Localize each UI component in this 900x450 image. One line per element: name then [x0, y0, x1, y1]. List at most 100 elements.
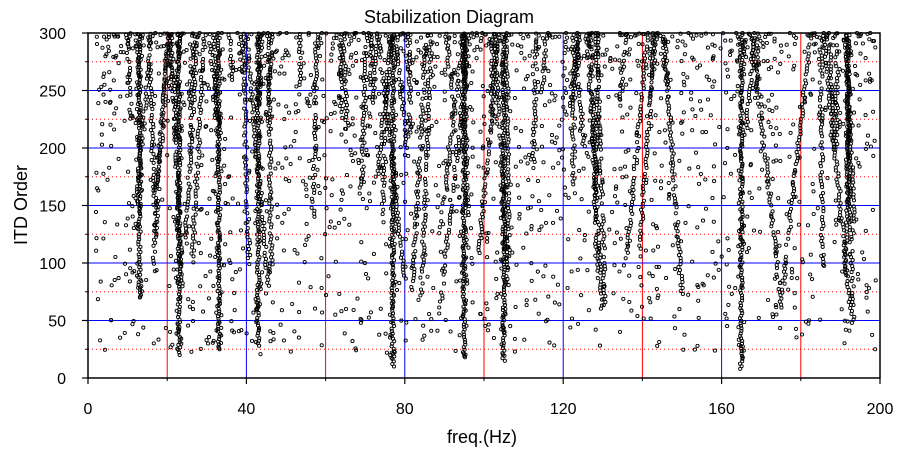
pole-marker	[257, 275, 262, 280]
pole-marker	[739, 222, 745, 227]
pole-marker	[738, 235, 743, 240]
pole-marker	[217, 233, 222, 238]
pole-marker	[500, 151, 506, 156]
pole-marker	[137, 254, 142, 260]
pole-marker	[389, 286, 394, 291]
pole-marker	[506, 283, 511, 288]
pole-marker	[740, 139, 745, 144]
pole-marker	[138, 201, 143, 206]
pole-marker	[502, 303, 508, 308]
pole-marker	[740, 83, 745, 88]
pole-marker	[739, 351, 744, 356]
pole-marker	[390, 189, 395, 194]
pole-marker	[502, 238, 507, 243]
pole-marker	[393, 128, 398, 133]
pole-marker	[178, 163, 183, 168]
pole-marker	[501, 340, 506, 346]
pole-marker	[137, 133, 142, 138]
pole-marker	[463, 342, 468, 347]
pole-marker	[217, 257, 222, 262]
pole-marker	[389, 326, 394, 331]
pole-marker	[738, 154, 743, 159]
pole-marker	[216, 316, 221, 321]
pole-marker	[390, 331, 395, 336]
pole-marker	[739, 349, 744, 354]
pole-marker	[461, 304, 466, 309]
pole-marker	[392, 258, 397, 263]
pole-marker	[502, 128, 507, 133]
pole-marker	[497, 133, 502, 138]
pole-marker	[501, 153, 506, 158]
pole-marker	[255, 237, 260, 242]
pole-marker	[218, 332, 223, 337]
pole-marker	[389, 126, 395, 131]
pole-marker	[496, 103, 501, 108]
pole-marker	[257, 138, 262, 143]
pole-marker	[138, 229, 143, 234]
pole-marker	[500, 232, 505, 237]
pole-marker	[739, 328, 744, 333]
pole-marker	[215, 240, 220, 246]
pole-marker	[389, 240, 395, 245]
pole-marker	[215, 289, 220, 294]
pole-marker	[501, 42, 506, 47]
pole-marker	[501, 338, 506, 343]
pole-marker	[255, 55, 260, 60]
pole-marker	[178, 140, 183, 145]
pole-marker	[138, 277, 143, 282]
pole-marker	[255, 290, 260, 295]
pole-marker	[255, 224, 260, 229]
pole-marker	[255, 295, 260, 300]
pole-marker	[501, 60, 506, 65]
pole-marker	[462, 347, 467, 352]
pole-marker	[738, 290, 743, 295]
pole-marker	[500, 346, 505, 351]
pole-marker	[390, 308, 395, 313]
pole-marker	[739, 255, 744, 260]
pole-marker	[461, 312, 466, 317]
pole-marker	[740, 182, 745, 187]
pole-marker	[256, 331, 261, 336]
pole-marker	[176, 102, 181, 107]
pole-marker	[741, 49, 746, 54]
pole-marker	[502, 118, 507, 123]
pole-marker	[502, 85, 507, 90]
pole-marker	[739, 283, 744, 288]
pole-marker	[136, 125, 142, 131]
pole-marker	[738, 288, 743, 293]
pole-marker	[177, 115, 182, 120]
pole-marker	[461, 155, 466, 160]
pole-marker	[255, 293, 260, 298]
pole-marker	[501, 50, 506, 55]
pole-marker	[391, 78, 396, 83]
pole-marker	[499, 154, 504, 159]
pole-marker	[389, 103, 394, 108]
pole-marker	[501, 287, 507, 292]
pole-marker	[740, 278, 745, 283]
pole-marker	[255, 333, 260, 338]
pole-marker	[390, 288, 395, 293]
pole-marker	[463, 195, 468, 200]
pole-marker	[499, 266, 504, 271]
pole-marker	[136, 260, 142, 265]
pole-marker	[392, 250, 397, 255]
pole-marker	[256, 338, 262, 343]
pole-marker	[739, 303, 744, 308]
pole-marker	[738, 63, 743, 68]
pole-marker	[739, 141, 744, 146]
pole-marker	[256, 227, 261, 232]
pole-marker	[177, 304, 182, 309]
pole-marker	[738, 194, 744, 199]
pole-marker	[257, 277, 262, 283]
pole-marker	[216, 248, 221, 253]
pole-marker	[215, 223, 220, 228]
pole-marker	[137, 196, 142, 201]
pole-marker	[501, 290, 506, 295]
pole-marker	[216, 319, 221, 324]
pole-marker	[738, 333, 743, 338]
pole-marker	[462, 319, 468, 324]
pole-marker	[740, 260, 745, 265]
pole-marker	[738, 187, 743, 192]
pole-marker	[257, 141, 262, 146]
pole-marker	[255, 232, 260, 237]
